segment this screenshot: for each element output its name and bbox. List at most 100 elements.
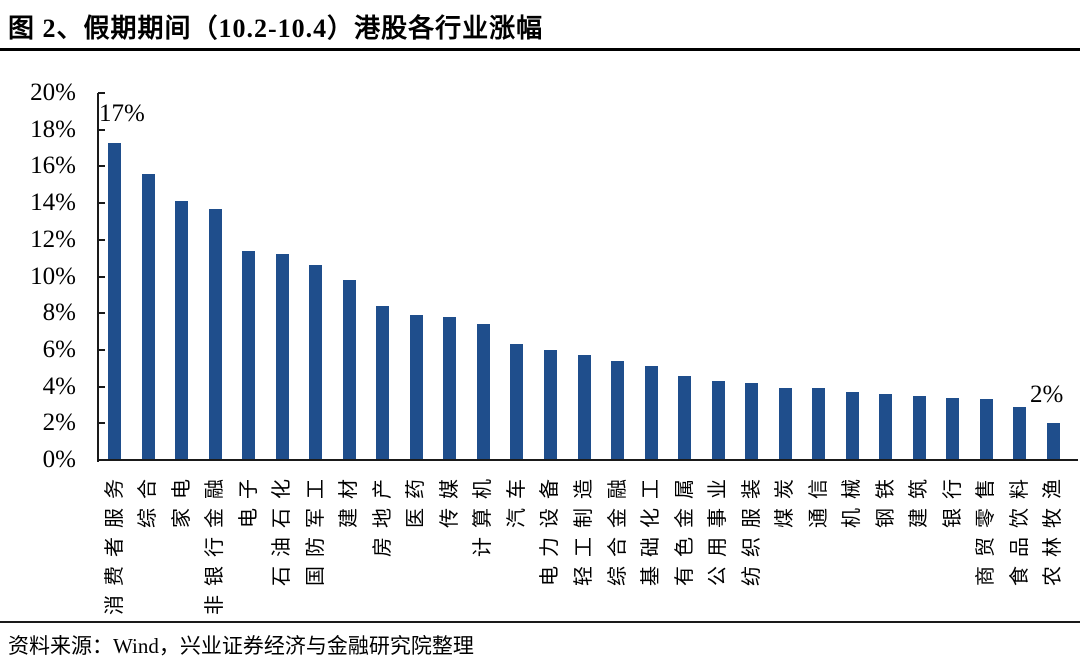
y-axis-tick-label: 6% bbox=[42, 335, 76, 363]
x-axis-category-label: 石油石化 bbox=[270, 470, 294, 586]
x-axis-category-label: 基础化工 bbox=[639, 470, 663, 586]
y-axis-tick-label: 16% bbox=[30, 152, 76, 180]
y-axis-tick-label: 4% bbox=[42, 372, 76, 400]
y-axis-tick bbox=[98, 92, 105, 94]
bar bbox=[141, 173, 155, 459]
x-axis-category-text: 综合金融 bbox=[606, 470, 629, 586]
bar bbox=[409, 315, 423, 459]
bar bbox=[711, 381, 725, 459]
y-axis-tick bbox=[98, 275, 105, 278]
bar bbox=[510, 344, 524, 459]
title-divider bbox=[0, 48, 1080, 51]
y-axis-tick-label: 10% bbox=[30, 262, 76, 290]
x-axis-category-label: 纺织服装 bbox=[740, 470, 764, 586]
y-axis-tick-label: 18% bbox=[30, 115, 76, 143]
x-axis-category-text: 房地产 bbox=[371, 470, 394, 557]
x-axis-category-text: 机械 bbox=[841, 470, 864, 528]
y-axis-tick bbox=[98, 165, 105, 168]
bar bbox=[879, 393, 893, 459]
x-axis-category-text: 轻工制造 bbox=[573, 470, 595, 586]
x-axis-category-label: 银行 bbox=[941, 470, 965, 528]
bar bbox=[745, 382, 759, 459]
x-axis-category-label: 商贸零售 bbox=[974, 470, 998, 586]
bar bbox=[175, 201, 189, 459]
bar bbox=[376, 305, 390, 459]
x-axis-category-label: 房地产 bbox=[371, 470, 395, 557]
y-axis-tick-label: 20% bbox=[30, 79, 76, 106]
x-axis-category-text: 纺织服装 bbox=[740, 470, 763, 586]
x-axis-category-text: 消费者服务 bbox=[103, 470, 126, 615]
y-axis-tick-label: 2% bbox=[42, 409, 76, 437]
x-axis-category-text: 有色金属 bbox=[673, 470, 696, 586]
x-axis-category-label: 机械 bbox=[840, 470, 864, 528]
bar bbox=[443, 316, 457, 459]
x-axis-category-label: 煤炭 bbox=[773, 470, 797, 528]
x-axis-category-label: 农林牧渔 bbox=[1041, 470, 1065, 586]
x-axis-category-text: 基础化工 bbox=[640, 470, 663, 586]
x-axis-category-label: 计算机 bbox=[471, 470, 495, 557]
y-axis-tick-label: 14% bbox=[30, 189, 76, 217]
x-axis-category-label: 电子 bbox=[237, 470, 261, 528]
y-axis-tick bbox=[98, 238, 105, 241]
x-axis-category-text: 农林牧渔 bbox=[1042, 470, 1065, 586]
bar-value-annotation: 17% bbox=[99, 100, 145, 127]
bar bbox=[644, 366, 658, 459]
bar-value-annotation: 2% bbox=[1030, 381, 1064, 408]
y-axis-tick bbox=[98, 348, 105, 351]
x-axis-category-text: 煤炭 bbox=[774, 470, 797, 528]
x-axis-category-label: 医药 bbox=[404, 470, 428, 528]
y-axis-line bbox=[97, 93, 99, 462]
bar bbox=[242, 250, 256, 459]
x-axis-line bbox=[97, 459, 1078, 461]
x-axis-category-text: 建材 bbox=[338, 470, 361, 528]
x-axis-category-text: 通信 bbox=[807, 470, 830, 528]
y-axis-tick bbox=[98, 312, 105, 315]
x-axis-category-text: 钢铁 bbox=[874, 470, 897, 528]
bar bbox=[342, 280, 356, 459]
y-axis-tick bbox=[98, 202, 105, 205]
x-axis-category-text: 银行 bbox=[941, 470, 964, 528]
x-axis-category-text: 传媒 bbox=[438, 470, 461, 528]
bar bbox=[108, 142, 122, 459]
x-axis-category-label: 轻工制造 bbox=[572, 470, 596, 586]
x-axis-category-text: 非银行金融 bbox=[204, 470, 227, 615]
bar bbox=[275, 254, 289, 459]
x-axis-category-label: 公用事业 bbox=[706, 470, 730, 586]
x-axis-category-label: 汽车 bbox=[505, 470, 529, 528]
bar bbox=[309, 265, 323, 459]
x-axis-category-text: 电子 bbox=[237, 470, 260, 528]
source-note: 资料来源：Wind，兴业证券经济与金融研究院整理 bbox=[8, 634, 474, 658]
bar bbox=[476, 324, 490, 459]
bar bbox=[1046, 423, 1060, 459]
x-axis-category-text: 医药 bbox=[405, 470, 428, 528]
x-axis-category-text: 公用事业 bbox=[707, 470, 730, 586]
bar bbox=[577, 355, 591, 459]
x-axis-category-text: 家电 bbox=[170, 470, 193, 528]
bar bbox=[812, 388, 826, 459]
bar bbox=[778, 388, 792, 459]
y-axis-tick-label: 8% bbox=[42, 299, 76, 327]
x-axis-category-label: 国防军工 bbox=[304, 470, 328, 586]
x-axis-category-text: 汽车 bbox=[505, 470, 528, 528]
x-axis-category-text: 国防军工 bbox=[304, 470, 327, 586]
bar bbox=[611, 360, 625, 459]
x-axis-category-label: 钢铁 bbox=[874, 470, 898, 528]
bar bbox=[678, 375, 692, 459]
bar bbox=[979, 399, 993, 459]
y-axis-tick bbox=[98, 422, 105, 425]
bar bbox=[543, 349, 557, 459]
bar bbox=[208, 208, 222, 459]
y-axis-tick-label: 0% bbox=[42, 446, 76, 473]
x-axis-category-label: 传媒 bbox=[438, 470, 462, 528]
bar bbox=[912, 395, 926, 459]
x-axis-category-label: 食品饮料 bbox=[1008, 470, 1032, 586]
y-axis-tick bbox=[98, 385, 105, 388]
x-axis-category-label: 家电 bbox=[170, 470, 194, 528]
y-axis-tick-label: 12% bbox=[30, 225, 76, 253]
x-axis-category-label: 非银行金融 bbox=[203, 470, 227, 615]
x-axis-category-label: 电力设备 bbox=[538, 470, 562, 586]
x-axis-category-text: 石油石化 bbox=[271, 470, 294, 586]
bar bbox=[845, 392, 859, 459]
